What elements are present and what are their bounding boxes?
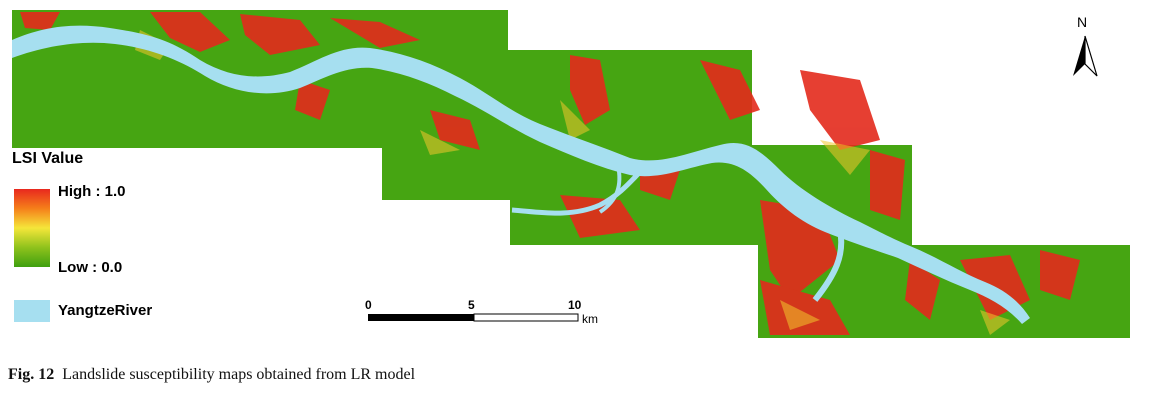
figure-caption: Fig. 12 Landslide susceptibility maps ob… xyxy=(8,366,415,384)
legend-title: LSI Value xyxy=(12,150,84,167)
scale-label-5: 5 xyxy=(468,298,475,312)
study-area xyxy=(12,10,1130,338)
north-arrow-icon xyxy=(1073,35,1098,77)
river-tributary xyxy=(812,229,845,302)
scale-label-10: 10 xyxy=(568,298,582,312)
caption-prefix: Fig. 12 xyxy=(8,366,55,383)
legend-low-label: Low : 0.0 xyxy=(58,259,123,276)
scale-bar xyxy=(368,313,579,322)
caption-text: Landslide susceptibility maps obtained f… xyxy=(62,366,416,383)
north-label: N xyxy=(1077,14,1088,30)
legend-river-label: YangtzeRiver xyxy=(58,302,153,319)
river-tributary xyxy=(598,164,622,214)
scale-unit: km xyxy=(582,312,598,326)
lsi-color-ramp xyxy=(14,189,50,267)
legend-high-label: High : 1.0 xyxy=(58,183,126,200)
river-swatch xyxy=(14,300,50,322)
river-tributary xyxy=(511,170,642,216)
scale-label-0: 0 xyxy=(365,298,372,312)
